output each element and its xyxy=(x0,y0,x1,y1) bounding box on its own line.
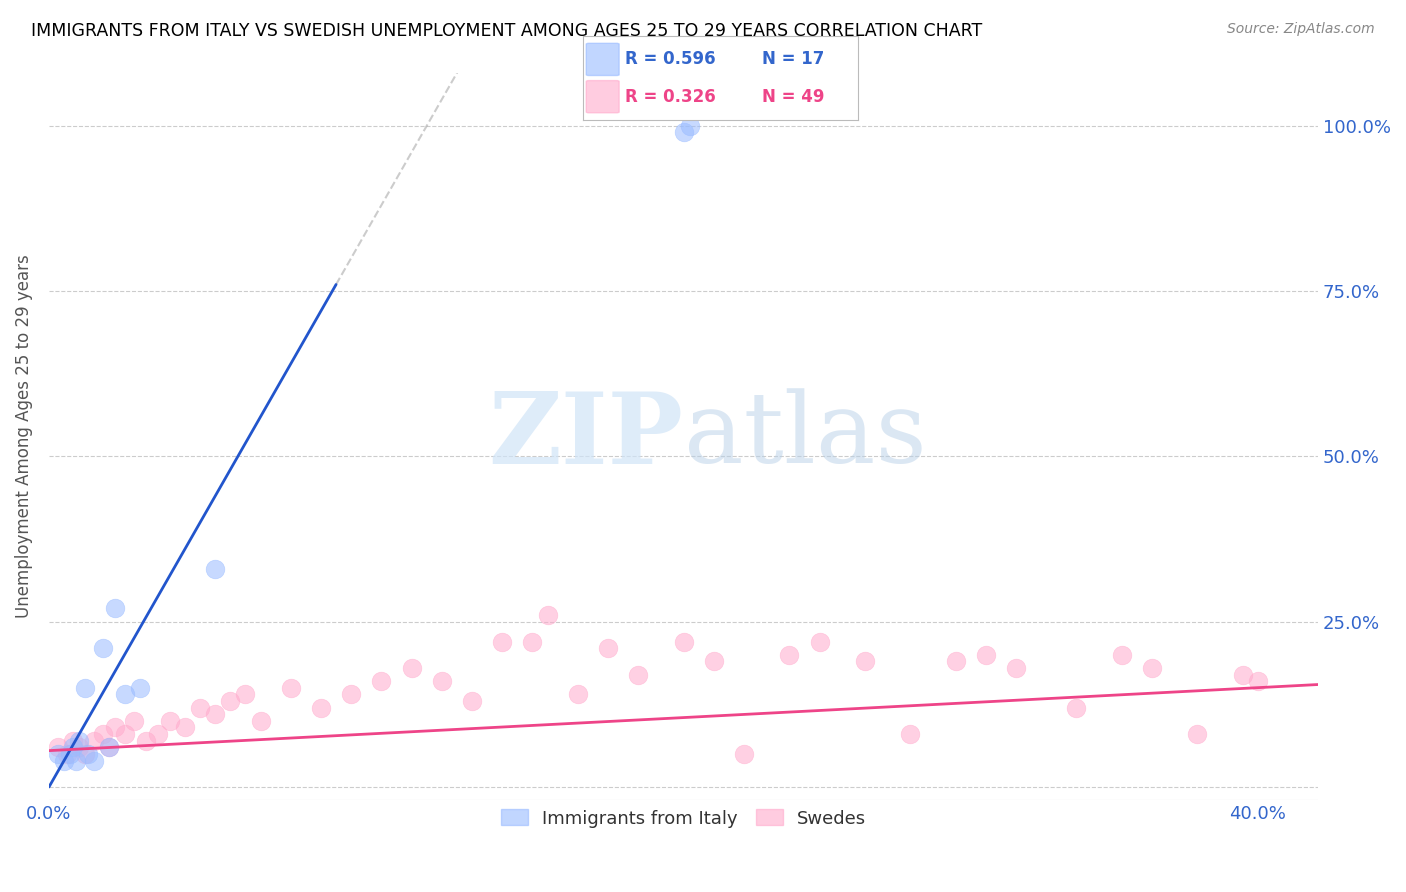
Point xyxy=(853,654,876,668)
Point xyxy=(340,688,363,702)
Text: Source: ZipAtlas.com: Source: ZipAtlas.com xyxy=(1227,22,1375,37)
Point xyxy=(83,754,105,768)
Point xyxy=(53,754,76,768)
Point xyxy=(235,688,257,702)
Point xyxy=(98,740,121,755)
Point xyxy=(56,747,79,761)
Point xyxy=(430,674,453,689)
Point xyxy=(46,740,69,755)
Point xyxy=(536,608,558,623)
Point xyxy=(672,126,695,140)
Point xyxy=(370,674,392,689)
Point xyxy=(733,747,755,761)
Point xyxy=(122,714,145,728)
Point xyxy=(104,601,127,615)
Point xyxy=(249,714,271,728)
Point xyxy=(128,681,150,695)
Point xyxy=(114,727,136,741)
Point xyxy=(62,740,84,755)
Point xyxy=(974,648,997,662)
Point xyxy=(65,754,87,768)
Text: IMMIGRANTS FROM ITALY VS SWEDISH UNEMPLOYMENT AMONG AGES 25 TO 29 YEARS CORRELAT: IMMIGRANTS FROM ITALY VS SWEDISH UNEMPLO… xyxy=(31,22,983,40)
FancyBboxPatch shape xyxy=(586,44,619,76)
Point xyxy=(219,694,242,708)
Point xyxy=(945,654,967,668)
Point xyxy=(67,740,90,755)
Point xyxy=(280,681,302,695)
Legend: Immigrants from Italy, Swedes: Immigrants from Italy, Swedes xyxy=(494,802,873,835)
Point xyxy=(159,714,181,728)
Text: atlas: atlas xyxy=(683,389,927,484)
Point xyxy=(104,721,127,735)
Point xyxy=(1111,648,1133,662)
Point xyxy=(67,733,90,747)
Y-axis label: Unemployment Among Ages 25 to 29 years: Unemployment Among Ages 25 to 29 years xyxy=(15,255,32,618)
Point xyxy=(808,634,831,648)
Point xyxy=(596,641,619,656)
Point xyxy=(1247,674,1270,689)
Point xyxy=(135,733,157,747)
Text: R = 0.596: R = 0.596 xyxy=(624,51,716,69)
Point xyxy=(1005,661,1028,675)
Point xyxy=(703,654,725,668)
Point xyxy=(204,707,226,722)
Point xyxy=(401,661,423,675)
Point xyxy=(75,681,97,695)
Text: N = 49: N = 49 xyxy=(762,87,824,105)
Point xyxy=(491,634,513,648)
Point xyxy=(309,700,332,714)
Point xyxy=(778,648,800,662)
Point xyxy=(59,747,82,761)
Point xyxy=(461,694,484,708)
Point xyxy=(672,634,695,648)
Point xyxy=(62,733,84,747)
Point xyxy=(1140,661,1163,675)
Point xyxy=(77,747,100,761)
Text: R = 0.326: R = 0.326 xyxy=(624,87,716,105)
Text: N = 17: N = 17 xyxy=(762,51,824,69)
Point xyxy=(174,721,197,735)
Point xyxy=(1232,667,1254,681)
Point xyxy=(627,667,650,681)
Point xyxy=(522,634,544,648)
Point xyxy=(188,700,211,714)
Point xyxy=(898,727,921,741)
FancyBboxPatch shape xyxy=(586,80,619,112)
Point xyxy=(1066,700,1088,714)
Point xyxy=(75,747,97,761)
Point xyxy=(204,562,226,576)
Point xyxy=(567,688,589,702)
Point xyxy=(678,119,700,133)
Text: ZIP: ZIP xyxy=(489,388,683,485)
Point xyxy=(1187,727,1209,741)
Point xyxy=(83,733,105,747)
Point xyxy=(93,641,115,656)
Point xyxy=(46,747,69,761)
Point xyxy=(146,727,169,741)
Point xyxy=(114,688,136,702)
Point xyxy=(93,727,115,741)
Point xyxy=(98,740,121,755)
